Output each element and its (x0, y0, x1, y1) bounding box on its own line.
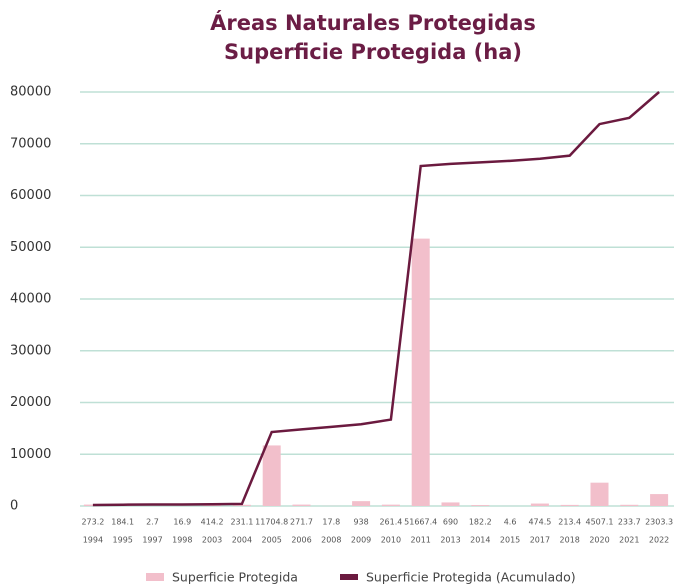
x-tick-label: 2022 (649, 536, 669, 545)
value-label: 690 (443, 518, 458, 527)
x-tick-label: 2009 (351, 536, 371, 545)
line (92, 91, 660, 507)
bar (471, 505, 490, 506)
bar (530, 503, 549, 506)
y-tick-label: 40000 (10, 292, 51, 307)
legend-label: Superficie Protegida (172, 570, 298, 585)
bar (262, 445, 281, 506)
y-tick-label: 80000 (10, 85, 51, 100)
y-tick-label: 20000 (10, 395, 51, 410)
x-tick-label: 2014 (470, 536, 490, 545)
y-tick-label: 30000 (10, 343, 51, 358)
x-tick-label: 2013 (440, 536, 460, 545)
value-label: 4507.1 (586, 518, 614, 527)
bar (620, 504, 639, 506)
value-label: 414.2 (201, 518, 224, 527)
value-label: 16.9 (173, 518, 191, 527)
x-tick-label: 1997 (142, 536, 162, 545)
bar (83, 504, 102, 506)
y-tick-label: 50000 (10, 240, 51, 255)
bar (441, 502, 460, 506)
y-tick-label: 0 (10, 499, 18, 514)
x-tick-label: 2021 (619, 536, 639, 545)
value-label: 11704.8 (255, 518, 288, 527)
chart-subtitle: Superficie Protegida (ha) (224, 40, 522, 64)
x-tick-label: 2008 (321, 536, 341, 545)
x-tick-label: 1994 (83, 536, 103, 545)
x-tick-label: 2018 (560, 536, 580, 545)
value-label: 2.7 (146, 518, 159, 527)
bar (411, 238, 430, 506)
value-label: 51667.4 (404, 518, 437, 527)
x-tick-label: 2006 (291, 536, 311, 545)
y-tick-label: 60000 (10, 188, 51, 203)
bar (352, 501, 371, 506)
x-tick-label: 1995 (113, 536, 133, 545)
value-label: 182.2 (469, 518, 492, 527)
x-tick-label: 2005 (262, 536, 282, 545)
y-tick-label: 10000 (10, 447, 51, 462)
value-label: 233.7 (618, 518, 641, 527)
value-label: 261.4 (379, 518, 402, 527)
x-tick-label: 2004 (232, 536, 252, 545)
value-label: 938 (353, 518, 368, 527)
x-tick-label: 2020 (589, 536, 609, 545)
bar (590, 482, 609, 506)
value-label: 4.6 (504, 518, 517, 527)
value-label: 2303.3 (645, 518, 673, 527)
chart-title: Áreas Naturales Protegidas (210, 10, 536, 35)
x-tick-label: 2003 (202, 536, 222, 545)
value-label: 184.1 (111, 518, 134, 527)
x-tick-label: 2011 (411, 536, 431, 545)
legend-label: Superficie Protegida (Acumulado) (366, 570, 576, 585)
bar (650, 494, 669, 506)
x-tick-label: 2015 (500, 536, 520, 545)
x-tick-label: 1998 (172, 536, 192, 545)
y-tick-label: 70000 (10, 136, 51, 151)
value-label: 273.2 (81, 518, 104, 527)
bar (232, 504, 251, 506)
value-label: 17.8 (322, 518, 340, 527)
value-label: 271.7 (290, 518, 313, 527)
x-tick-label: 2017 (530, 536, 550, 545)
legend-swatch (340, 574, 358, 580)
value-label: 231.1 (230, 518, 253, 527)
bar (381, 504, 400, 506)
bar (292, 504, 311, 506)
value-label: 474.5 (528, 518, 551, 527)
value-label: 213.4 (558, 518, 581, 527)
legend-swatch (146, 573, 164, 581)
x-tick-label: 2010 (381, 536, 401, 545)
bar (560, 504, 579, 506)
